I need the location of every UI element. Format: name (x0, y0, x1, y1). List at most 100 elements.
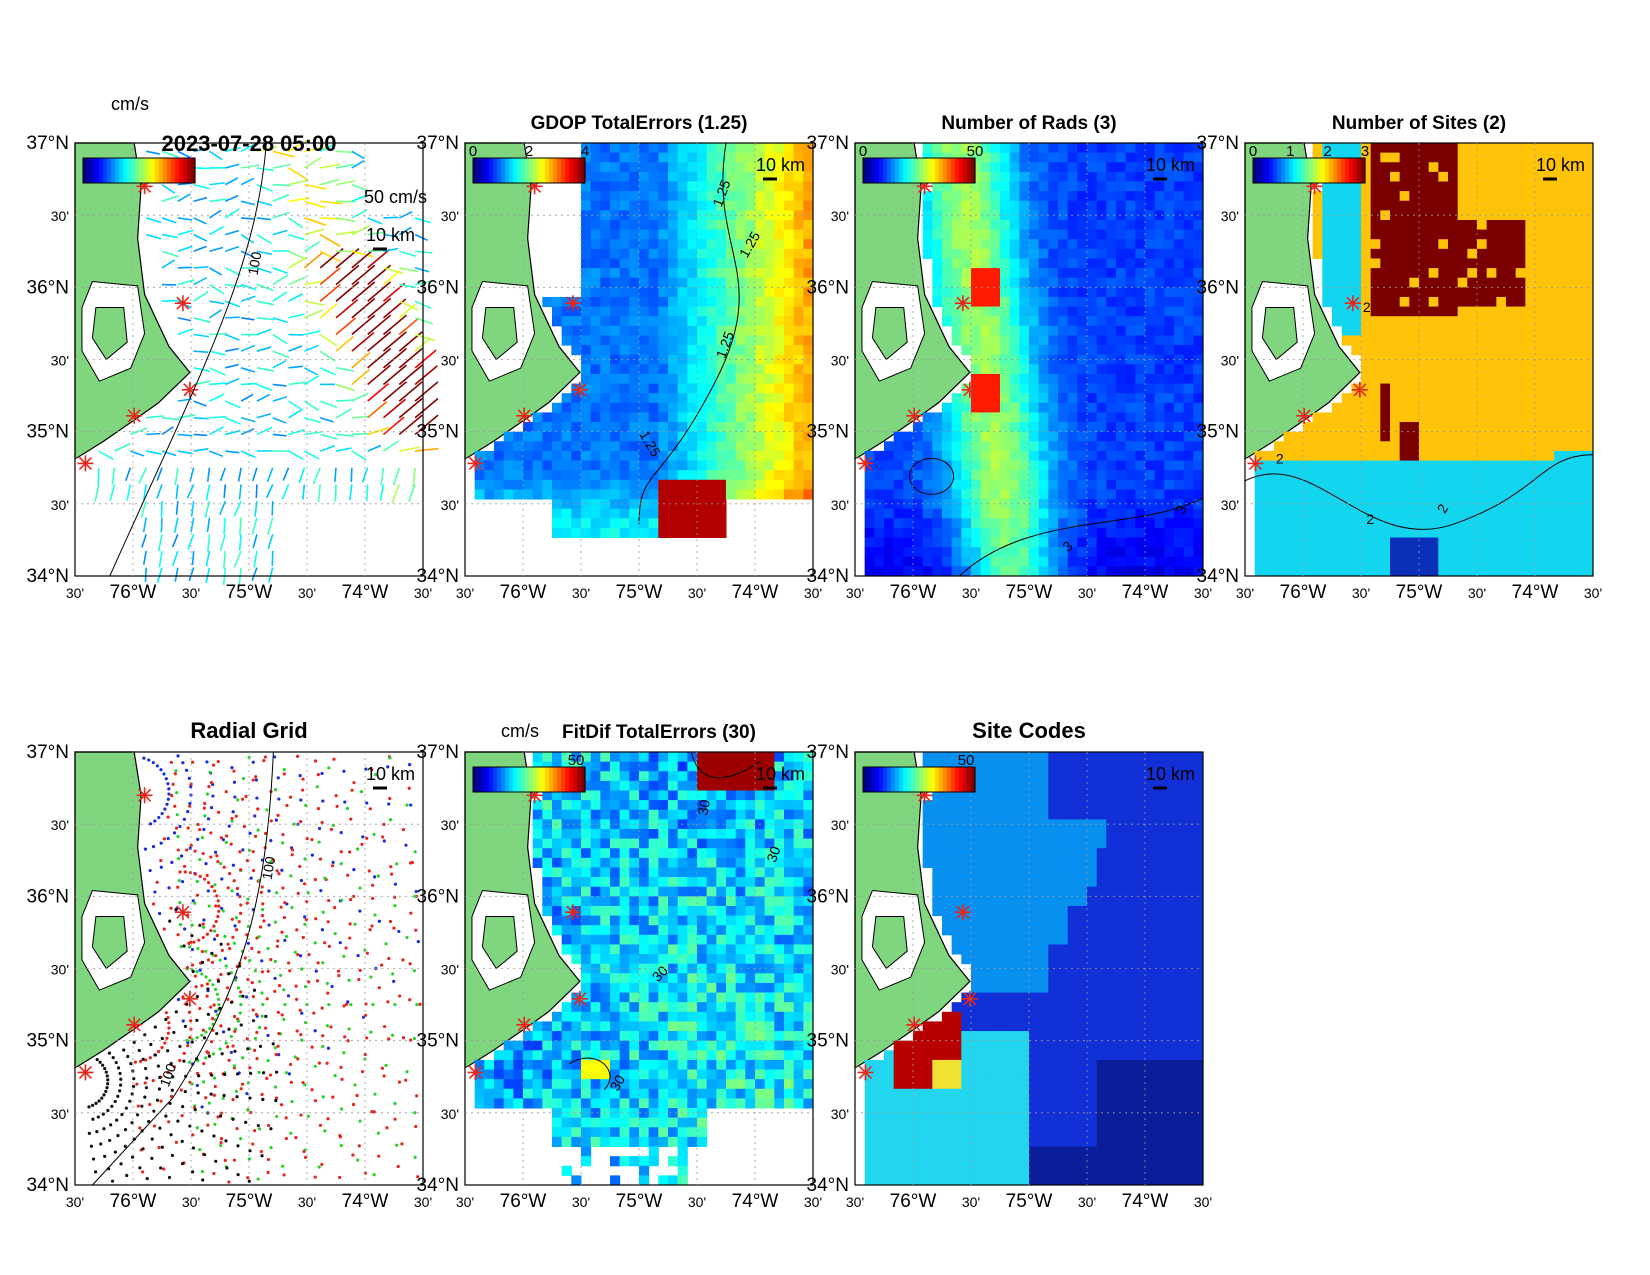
radial-grid-point (277, 1053, 281, 1057)
heatmap-cell (1067, 152, 1078, 163)
heatmap-cell (687, 479, 698, 490)
heatmap-cell (1000, 345, 1011, 356)
heatmap-cell (1312, 229, 1323, 240)
heatmap-cell (1419, 287, 1430, 298)
heatmap-cell (774, 393, 785, 404)
heatmap-cell (1019, 345, 1030, 356)
current-vector (130, 427, 148, 436)
heatmap-cell (1467, 181, 1478, 192)
heatmap-cell (629, 460, 640, 471)
colorbar-swatch (1301, 158, 1306, 183)
radial-grid-point (233, 795, 237, 799)
heatmap-cell (1438, 422, 1449, 433)
heatmap-cell (764, 268, 775, 279)
heatmap-cell (1515, 239, 1526, 250)
colorbar-swatch (493, 158, 498, 183)
heatmap-cell (990, 566, 1001, 577)
heatmap-cell (971, 258, 982, 269)
heatmap-cell (1477, 537, 1488, 548)
radial-grid-point (190, 963, 195, 967)
heatmap-cell (755, 248, 766, 259)
radial-grid-point (303, 915, 307, 919)
heatmap-cell (629, 181, 640, 192)
heatmap-cell (619, 316, 630, 327)
current-vector (225, 283, 243, 288)
heatmap-cell (774, 354, 785, 365)
heatmap-cell (1009, 162, 1020, 173)
heatmap-cell (1341, 191, 1352, 202)
heatmap-cell (590, 345, 601, 356)
heatmap-cell (1264, 479, 1275, 490)
heatmap-cell (1341, 143, 1352, 154)
colorbar-swatch (557, 158, 562, 183)
current-vector (193, 448, 209, 452)
radial-grid-point (370, 768, 374, 772)
heatmap-cell (1457, 239, 1468, 250)
heatmap-cell (1087, 248, 1098, 259)
heatmap-cell (687, 412, 698, 423)
heatmap-cell (755, 181, 766, 192)
heatmap-cell (542, 450, 553, 462)
heatmap-cell (1341, 527, 1352, 539)
radial-grid-point (342, 769, 346, 773)
heatmap-cell (668, 152, 679, 163)
heatmap-cell (629, 373, 640, 385)
heatmap-cell (932, 441, 943, 452)
heatmap-cell (774, 422, 785, 433)
heatmap-cell (1019, 402, 1030, 413)
heatmap-cell (658, 402, 669, 413)
heatmap-cell (1390, 258, 1401, 269)
heatmap-cell (639, 162, 650, 173)
heatmap-cell (1193, 162, 1204, 173)
heatmap-cell (1583, 171, 1594, 182)
heatmap-cell (1183, 393, 1194, 404)
heatmap-cell (980, 335, 991, 346)
heatmap-cell (884, 547, 895, 558)
heatmap-cell (1380, 527, 1391, 539)
lon-tick-label: 75°W (616, 582, 663, 603)
heatmap-cell (1448, 479, 1459, 490)
heatmap-cell (600, 277, 611, 288)
heatmap-cell (1448, 200, 1459, 211)
heatmap-cell (1448, 316, 1459, 327)
heatmap-cell (1154, 470, 1165, 481)
heatmap-cell (1486, 239, 1497, 250)
heatmap-cell (1496, 489, 1507, 500)
radial-grid-point (267, 923, 271, 927)
heatmap-cell (990, 210, 1001, 221)
heatmap-cell (745, 162, 756, 173)
heatmap-cell (903, 489, 914, 500)
heatmap-cell (1351, 219, 1362, 231)
radial-grid-point (358, 909, 362, 913)
colorbar-swatch (959, 158, 964, 183)
heatmap-cell (803, 296, 814, 308)
heatmap-cell (716, 229, 727, 240)
heatmap-cell (494, 441, 505, 452)
heatmap-cell (1174, 162, 1185, 173)
heatmap-cell (1077, 219, 1088, 231)
heatmap-cell (1428, 325, 1439, 336)
heatmap-cell (687, 470, 698, 481)
heatmap-cell (697, 499, 708, 510)
heatmap-cell (1067, 373, 1078, 385)
heatmap-cell (980, 268, 991, 279)
heatmap-cell (668, 479, 679, 490)
heatmap-cell (581, 268, 592, 279)
heatmap-cell (1067, 219, 1078, 231)
heatmap-cell (1428, 547, 1439, 558)
heatmap-cell (639, 354, 650, 365)
heatmap-cell (1361, 191, 1372, 202)
heatmap-cell (1419, 210, 1430, 221)
heatmap-cell (971, 219, 982, 231)
heatmap-cell (706, 431, 717, 442)
heatmap-cell (590, 229, 601, 240)
heatmap-cell (980, 287, 991, 298)
heatmap-cell (1428, 219, 1439, 231)
heatmap-cell (793, 162, 804, 173)
heatmap-cell (874, 527, 885, 539)
radial-grid-point (163, 807, 167, 811)
heatmap-cell (1087, 547, 1098, 558)
heatmap-cell (629, 277, 640, 288)
heatmap-cell (1038, 479, 1049, 490)
heatmap-cell (1183, 412, 1194, 423)
